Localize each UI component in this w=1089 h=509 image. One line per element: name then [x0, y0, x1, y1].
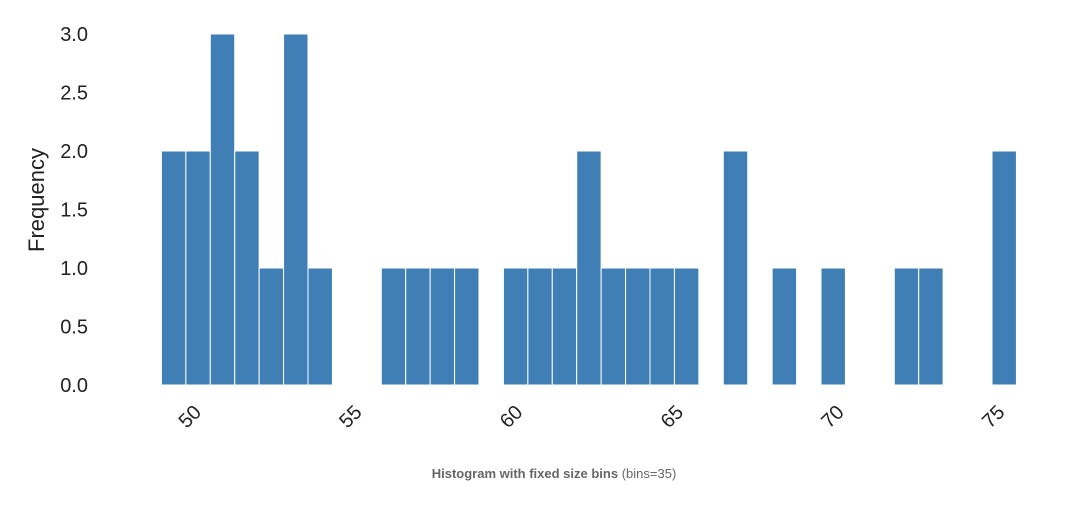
histogram-bar — [454, 267, 480, 386]
histogram-bar — [160, 150, 187, 386]
y-tick-label: 1.5 — [60, 200, 88, 222]
histogram-bar — [625, 267, 651, 386]
histogram-bar — [283, 33, 309, 386]
histogram-bar — [209, 33, 236, 386]
histogram-bar — [551, 267, 578, 386]
histogram-bar — [380, 267, 407, 386]
histogram-bar — [722, 150, 749, 386]
histogram-bar — [405, 267, 431, 386]
histogram-bar — [991, 150, 1017, 386]
histogram-bar — [771, 267, 798, 386]
histogram-bar — [429, 267, 456, 386]
y-tick-label: 0.5 — [60, 317, 88, 339]
x-tick-label: 75 — [978, 401, 1009, 432]
y-axis-ticks: 0.0 0.5 1.0 1.5 2.0 2.5 3.0 — [60, 24, 88, 397]
histogram-bar — [527, 267, 553, 386]
y-tick-label: 3.0 — [60, 24, 88, 46]
y-axis-title: Frequency — [24, 148, 49, 252]
x-axis-ticks: 50 55 60 65 70 75 — [175, 401, 1010, 432]
histogram-bar — [576, 150, 602, 386]
bars-group — [160, 33, 1017, 386]
histogram-bar — [600, 267, 627, 386]
x-tick-label: 65 — [657, 401, 688, 432]
y-tick-label: 0.0 — [60, 375, 88, 397]
y-tick-label: 2.0 — [60, 141, 88, 163]
histogram-bar — [234, 150, 260, 386]
histogram-bar — [258, 267, 285, 386]
x-tick-label: 60 — [496, 401, 527, 432]
histogram-bar — [185, 150, 211, 386]
histogram-bar — [649, 267, 675, 386]
histogram-bar — [673, 267, 700, 386]
caption-note: (bins=35) — [621, 466, 677, 481]
x-tick-label: 55 — [335, 401, 366, 432]
histogram-bar — [893, 267, 920, 386]
x-tick-label: 50 — [175, 401, 206, 432]
y-tick-label: 2.5 — [60, 83, 88, 105]
histogram-bar — [307, 267, 333, 386]
histogram-bar — [820, 267, 846, 386]
y-tick-label: 1.0 — [60, 258, 88, 280]
histogram-bar — [918, 267, 944, 386]
chart-caption: Histogram with fixed size bins (bins=35) — [0, 466, 1089, 481]
x-tick-label: 70 — [817, 401, 848, 432]
histogram-bar — [502, 267, 529, 386]
caption-title: Histogram with fixed size bins — [431, 466, 619, 481]
